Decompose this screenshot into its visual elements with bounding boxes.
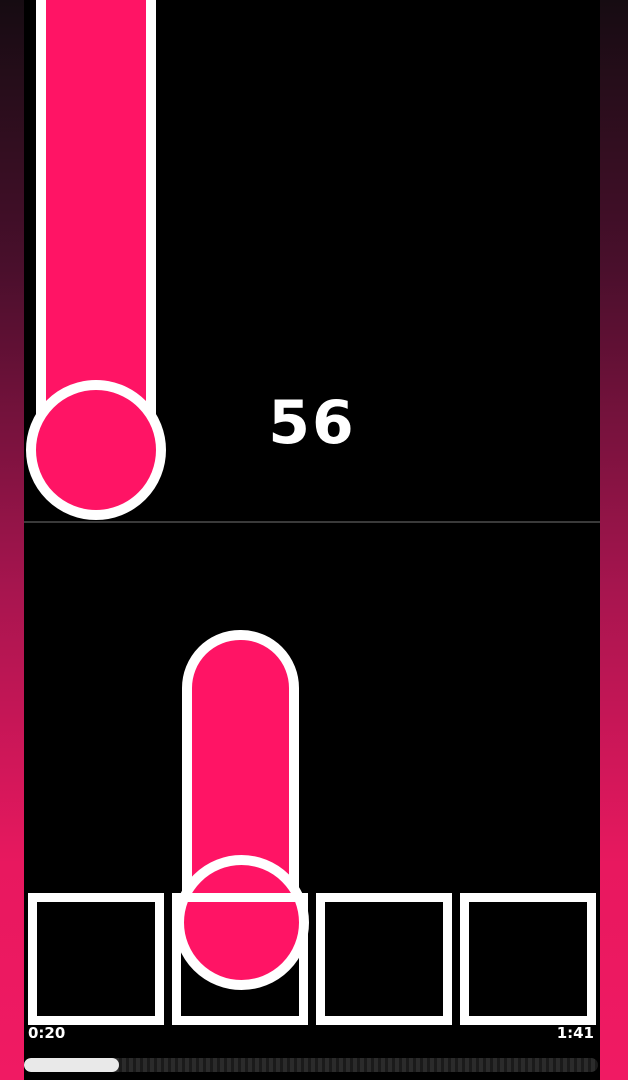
tap-key-lane-4[interactable] [460, 893, 596, 1025]
elapsed-time: 0:20 [28, 1024, 66, 1042]
game-area[interactable]: 56 0:20 1:41 [24, 0, 600, 1080]
tap-key-lane-2[interactable] [172, 893, 308, 1025]
song-progress-bar[interactable] [24, 1058, 598, 1072]
total-time: 1:41 [556, 1024, 594, 1042]
play-area-divider [24, 521, 600, 523]
long-note-tile-head[interactable] [26, 380, 166, 520]
score-display: 56 [268, 388, 356, 458]
song-progress-fill [24, 1058, 119, 1072]
tap-key-lane-3[interactable] [316, 893, 452, 1025]
tap-key-lane-1[interactable] [28, 893, 164, 1025]
tap-keys-row [28, 893, 598, 1025]
